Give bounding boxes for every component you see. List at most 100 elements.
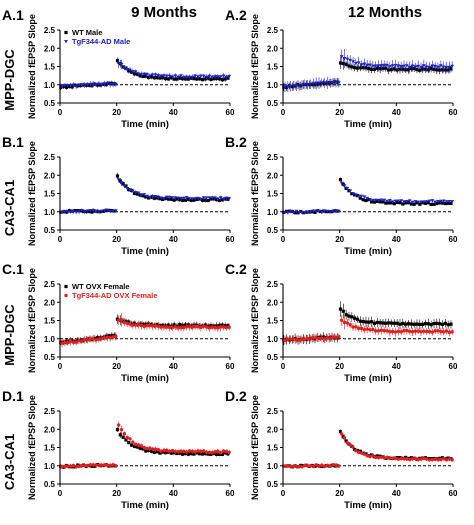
data-point-wt bbox=[183, 451, 188, 456]
data-point-tg bbox=[450, 458, 454, 462]
data-point-wt bbox=[415, 67, 419, 72]
data-point-tg bbox=[79, 83, 84, 87]
data-point-wt bbox=[215, 76, 219, 81]
data-point-tg bbox=[65, 340, 70, 345]
data-point-tg bbox=[62, 83, 67, 88]
data-point-tg bbox=[410, 457, 415, 461]
data-point-wt bbox=[166, 197, 171, 201]
data-point-tg bbox=[325, 81, 330, 85]
data-point-tg bbox=[207, 450, 212, 455]
data-point-wt bbox=[387, 68, 391, 72]
data-point-tg bbox=[156, 195, 161, 199]
data-point-tg bbox=[385, 63, 389, 68]
data-point-tg bbox=[128, 188, 132, 192]
data-point-tg bbox=[167, 325, 172, 330]
data-point-wt bbox=[327, 210, 331, 214]
data-point-tg bbox=[334, 81, 338, 85]
data-point-wt bbox=[418, 322, 422, 327]
data-point-tg bbox=[213, 450, 217, 454]
data-point-tg bbox=[320, 336, 324, 341]
y-tick-label: 1.0 bbox=[267, 335, 279, 344]
data-point-tg bbox=[190, 197, 195, 201]
data-point-wt bbox=[401, 67, 405, 71]
data-point-tg bbox=[196, 324, 200, 329]
data-point-tg bbox=[322, 337, 327, 341]
y-tick-label: 0.5 bbox=[267, 480, 279, 489]
data-point-wt bbox=[440, 322, 445, 327]
data-point-tg bbox=[85, 464, 90, 468]
y-tick-label: 1.5 bbox=[44, 317, 56, 326]
data-point-tg bbox=[62, 209, 67, 214]
data-point-wt bbox=[212, 451, 216, 456]
data-point-tg bbox=[399, 456, 403, 461]
data-point-wt bbox=[347, 314, 351, 318]
data-point-tg bbox=[111, 82, 115, 87]
data-point-tg bbox=[102, 209, 107, 213]
data-point-wt bbox=[449, 322, 453, 326]
data-point-wt bbox=[192, 198, 196, 202]
data-point-tg bbox=[322, 81, 327, 85]
data-point-tg bbox=[450, 64, 455, 69]
data-point-wt bbox=[161, 76, 165, 80]
data-point-tg bbox=[317, 464, 321, 468]
data-point-tg bbox=[336, 81, 341, 85]
data-point-tg bbox=[351, 445, 355, 449]
data-point-tg bbox=[173, 449, 178, 454]
data-point-tg bbox=[436, 329, 440, 333]
data-point-wt bbox=[158, 324, 162, 328]
y-tick-label: 1.5 bbox=[44, 63, 56, 72]
data-point-tg bbox=[221, 325, 226, 329]
data-point-tg bbox=[424, 457, 429, 461]
data-point-tg bbox=[334, 335, 338, 340]
data-point-tg bbox=[294, 337, 299, 342]
data-point-wt bbox=[384, 66, 388, 70]
data-point-tg bbox=[359, 326, 364, 331]
data-point-tg bbox=[96, 210, 101, 214]
data-point-wt bbox=[372, 200, 377, 204]
data-point-wt bbox=[138, 74, 142, 78]
data-point-tg bbox=[102, 82, 107, 86]
data-point-wt bbox=[158, 451, 162, 455]
data-point-tg bbox=[351, 60, 355, 64]
data-point-tg bbox=[94, 463, 98, 467]
data-point-tg bbox=[216, 449, 220, 453]
data-point-wt bbox=[389, 201, 394, 205]
data-point-tg bbox=[297, 211, 302, 215]
x-tick-label: 60 bbox=[449, 235, 458, 244]
data-point-tg bbox=[331, 463, 335, 467]
data-point-tg bbox=[430, 457, 435, 462]
data-point-wt bbox=[155, 75, 159, 80]
data-point-tg bbox=[153, 73, 158, 77]
data-point-tg bbox=[413, 65, 418, 69]
data-point-tg bbox=[190, 449, 195, 454]
data-point-tg bbox=[427, 65, 432, 70]
data-point-tg bbox=[170, 75, 175, 79]
data-point-wt bbox=[406, 322, 411, 326]
data-point-wt bbox=[353, 193, 357, 197]
data-point-wt bbox=[307, 210, 311, 214]
series-tg bbox=[60, 313, 231, 348]
data-point-wt bbox=[355, 317, 360, 321]
data-point-tg bbox=[447, 199, 452, 204]
data-point-wt bbox=[418, 68, 422, 72]
data-point-tg bbox=[111, 209, 115, 213]
data-point-tg bbox=[424, 65, 429, 69]
data-point-tg bbox=[373, 455, 378, 460]
data-point-wt bbox=[141, 194, 145, 198]
data-point-wt bbox=[183, 323, 188, 327]
data-point-tg bbox=[227, 74, 232, 79]
data-point-wt bbox=[381, 321, 385, 325]
data-point-wt bbox=[406, 201, 411, 205]
data-point-tg bbox=[74, 210, 79, 215]
data-point-tg bbox=[396, 457, 401, 461]
data-point-wt bbox=[164, 196, 168, 201]
x-tick-label: 60 bbox=[449, 362, 458, 371]
data-point-wt bbox=[372, 67, 377, 71]
data-point-tg bbox=[60, 464, 64, 469]
data-point-tg bbox=[441, 456, 446, 461]
data-point-tg bbox=[288, 210, 293, 214]
data-point-wt bbox=[64, 30, 68, 35]
data-point-tg bbox=[303, 337, 307, 341]
data-point-tg bbox=[105, 81, 110, 86]
